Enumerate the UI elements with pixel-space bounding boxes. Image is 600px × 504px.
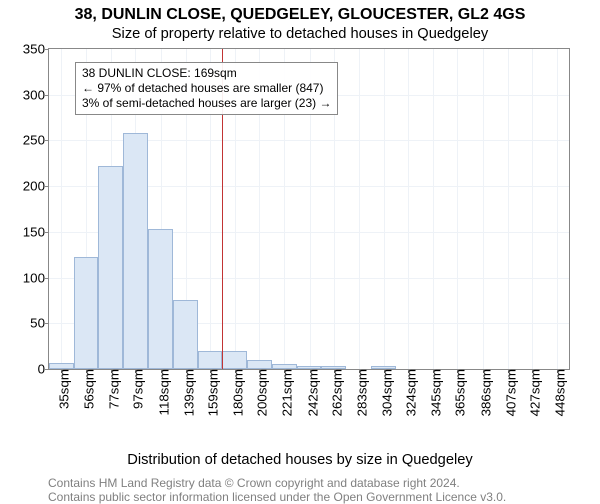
page-subtitle: Size of property relative to detached ho… — [0, 24, 600, 44]
annotation-line: 38 DUNLIN CLOSE: 169sqm — [82, 66, 331, 81]
histogram-bar — [222, 351, 247, 369]
xtick-label: 77sqm — [101, 369, 122, 409]
gridline-v — [457, 49, 458, 369]
gridline-v — [483, 49, 484, 369]
xtick-label: 200sqm — [249, 369, 270, 416]
ytick-label: 350 — [23, 42, 49, 57]
xtick-label: 365sqm — [447, 369, 468, 416]
xtick-label: 180sqm — [225, 369, 246, 416]
ytick-label: 150 — [23, 224, 49, 239]
xtick-label: 221sqm — [274, 369, 295, 416]
xtick-label: 304sqm — [374, 369, 395, 416]
xtick-label: 118sqm — [150, 369, 171, 415]
gridline-v — [384, 49, 385, 369]
footer-line-2: Contains public sector information licen… — [0, 490, 600, 504]
gridline-v — [433, 49, 434, 369]
histogram-bar — [49, 363, 74, 369]
gridline-v — [508, 49, 509, 369]
histogram-chart: Number of detached properties 0501001502… — [0, 44, 600, 410]
xtick-label: 407sqm — [497, 369, 518, 416]
xtick-label: 283sqm — [348, 369, 369, 416]
x-axis-label: Distribution of detached houses by size … — [0, 452, 600, 468]
gridline-v — [359, 49, 360, 369]
gridline-v — [61, 49, 62, 369]
histogram-bar — [321, 366, 346, 369]
histogram-bar — [74, 257, 99, 369]
footer-line-1: Contains HM Land Registry data © Crown c… — [0, 476, 600, 490]
annotation-line: 3% of semi-detached houses are larger (2… — [82, 96, 331, 111]
ytick-label: 50 — [30, 316, 49, 331]
annotation-box: 38 DUNLIN CLOSE: 169sqm← 97% of detached… — [75, 62, 338, 115]
xtick-label: 56sqm — [76, 369, 97, 409]
histogram-bar — [272, 364, 297, 369]
xtick-label: 386sqm — [472, 369, 493, 416]
xtick-label: 242sqm — [299, 369, 320, 416]
histogram-bar — [98, 166, 123, 369]
xtick-label: 324sqm — [398, 369, 419, 416]
histogram-bar — [297, 366, 322, 369]
xtick-label: 159sqm — [199, 369, 220, 416]
histogram-bar — [148, 229, 173, 369]
xtick-label: 427sqm — [521, 369, 542, 416]
ytick-label: 100 — [23, 270, 49, 285]
ytick-label: 200 — [23, 179, 49, 194]
ytick-label: 250 — [23, 133, 49, 148]
page-title: 38, DUNLIN CLOSE, QUEDGELEY, GLOUCESTER,… — [0, 0, 600, 24]
histogram-bar — [247, 360, 272, 369]
histogram-bar — [371, 366, 396, 369]
xtick-label: 448sqm — [546, 369, 567, 416]
xtick-label: 97sqm — [125, 369, 146, 409]
gridline-v — [532, 49, 533, 369]
xtick-label: 345sqm — [423, 369, 444, 416]
xtick-label: 262sqm — [323, 369, 344, 416]
histogram-bar — [173, 300, 198, 369]
ytick-label: 0 — [38, 362, 49, 377]
xtick-label: 139sqm — [175, 369, 196, 416]
histogram-bar — [198, 351, 223, 369]
gridline-v — [408, 49, 409, 369]
plot-area: 05010015020025030035035sqm56sqm77sqm97sq… — [48, 48, 570, 370]
xtick-label: 35sqm — [51, 369, 72, 409]
histogram-bar — [123, 133, 148, 369]
annotation-line: ← 97% of detached houses are smaller (84… — [82, 81, 331, 96]
ytick-label: 300 — [23, 87, 49, 102]
gridline-v — [557, 49, 558, 369]
